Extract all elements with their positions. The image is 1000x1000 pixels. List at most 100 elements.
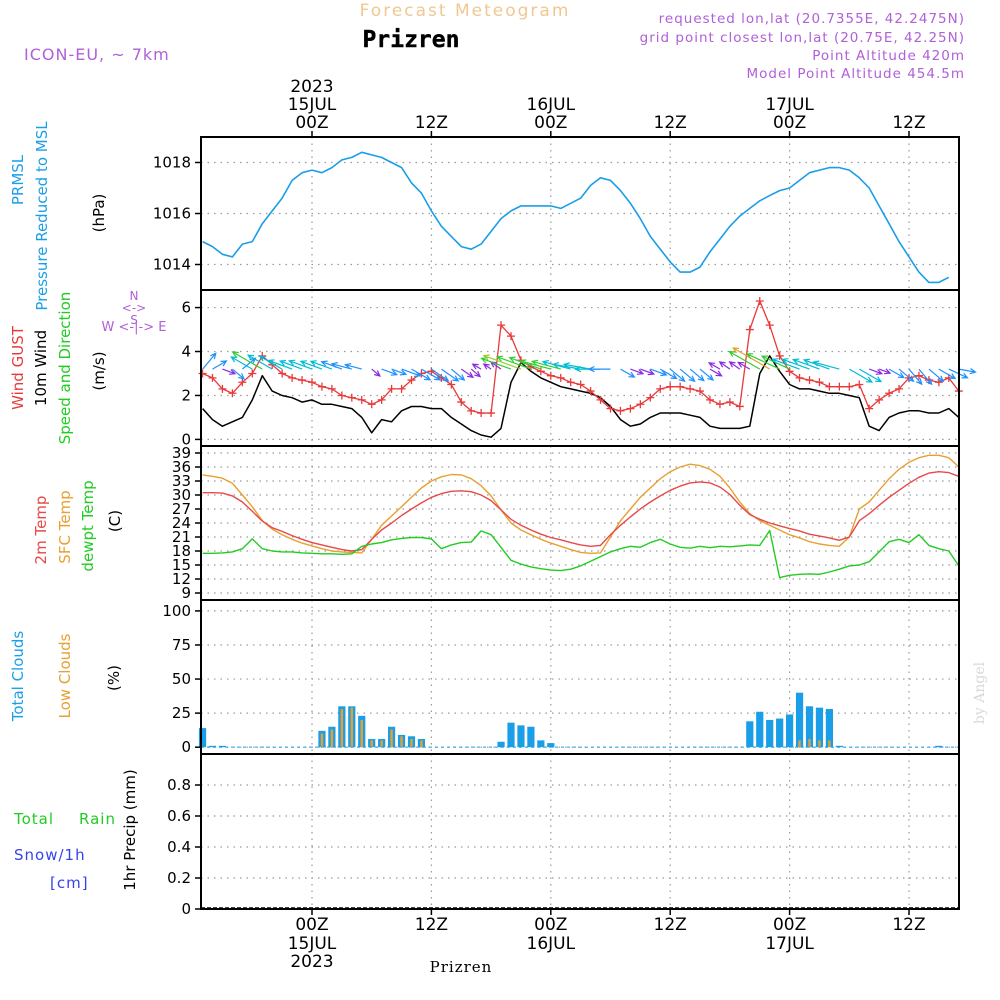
y-tick-label: 0 [181, 430, 191, 448]
total-cloud-bar [537, 740, 545, 748]
t2m-line [202, 471, 960, 552]
prmsl-label: PRMSL [9, 154, 27, 205]
y-tick-label: 1016 [153, 205, 191, 223]
rain-label: Rain [79, 810, 116, 828]
wind-arrow [659, 368, 678, 380]
low-cloud-bar [390, 729, 393, 748]
gust-marker [327, 384, 336, 393]
gust-marker [765, 321, 774, 330]
wind-arrow [482, 354, 522, 370]
wind-arrow [278, 359, 303, 370]
gust-marker [546, 371, 555, 380]
y-tick-label: 12 [172, 570, 191, 588]
top-time-label: 12Z [654, 113, 687, 133]
wind-arrow [859, 368, 883, 383]
gust-marker [895, 384, 904, 393]
wind-arrow [640, 368, 656, 376]
wind-arrow [299, 360, 323, 370]
wind-arrow [888, 368, 905, 379]
temp-unit: (C) [106, 510, 124, 532]
y-tick-label: 15 [172, 556, 191, 574]
gust-marker [308, 378, 316, 387]
grid-lines [201, 137, 959, 910]
gust-marker [855, 380, 864, 389]
wind-arrow [908, 368, 923, 386]
gust-marker [278, 369, 287, 378]
y-tick-label: 39 [172, 444, 191, 462]
wind-arrow [231, 351, 263, 370]
y-tick-label: 9 [181, 584, 191, 602]
compass-ns-part: <-> [122, 301, 146, 315]
gust-marker [477, 409, 486, 418]
gust-marker [666, 382, 675, 391]
gust-marker [815, 378, 824, 387]
gust-marker [397, 384, 406, 393]
bottom-date-label: 15JUL [288, 934, 337, 954]
y-tick-label: 30 [172, 486, 191, 504]
total-cloud-bar [935, 745, 943, 748]
chart-title: Forecast Meteogram [360, 1, 571, 21]
wind-10m-label: 10m Wind [32, 330, 50, 406]
wind-arrow [771, 358, 800, 370]
wind-arrow [938, 368, 957, 380]
gust-marker [596, 395, 605, 404]
y-tick-label: 1018 [153, 154, 191, 172]
top-time-label: 12Z [415, 113, 448, 133]
y-tick-label: 2 [181, 386, 191, 404]
y-tick-label: 25 [172, 704, 191, 722]
low-cloud-bar [340, 709, 344, 748]
gust-marker [467, 406, 476, 415]
low-clouds-label: Low Clouds [56, 633, 74, 718]
total-cloud-bar [218, 745, 227, 748]
gust-marker [228, 389, 237, 398]
model-altitude: Model Point Altitude 454.5m [747, 66, 965, 82]
top-date-label: 17JUL [765, 95, 814, 115]
low-cloud-bar [320, 733, 324, 748]
wind-arrow [728, 350, 761, 370]
gust-marker [347, 393, 356, 402]
gust-marker [865, 404, 874, 413]
wind-arrow [898, 368, 915, 383]
wind-arrow [330, 362, 352, 370]
y-tick-label: 24 [172, 514, 191, 532]
wind-arrow [958, 368, 977, 375]
gust-marker [805, 376, 814, 385]
gust-marker [507, 332, 515, 341]
wind-arrow [709, 368, 723, 377]
wind-arrow [679, 368, 696, 383]
compass-ns: N <-> S [122, 289, 146, 327]
gust-marker [686, 384, 695, 393]
y-tick-label: 0.4 [167, 838, 191, 856]
gust-marker [238, 378, 247, 387]
wind-arrow [202, 352, 217, 370]
gust-marker [457, 398, 466, 407]
total-cloud-bar [208, 745, 217, 748]
wind-arrow [918, 368, 933, 386]
bottom-time-label: 00Z [534, 915, 567, 935]
gust-marker [497, 321, 506, 330]
y-tick-label: 1014 [153, 256, 191, 274]
gust-marker [317, 382, 326, 391]
gust-marker [676, 382, 685, 391]
low-cloud-bar [360, 719, 363, 748]
low-cloud-bar [370, 740, 373, 748]
total-cloud-bar [507, 722, 515, 748]
gust-marker [835, 382, 844, 391]
gust-marker [288, 373, 297, 382]
gust-marker [706, 395, 714, 404]
y-tick-label: 75 [172, 636, 191, 654]
wind-arrow [699, 368, 715, 381]
gust-marker [586, 387, 595, 396]
panel-frame-4 [200, 599, 960, 755]
y-tick-label: 0 [181, 738, 191, 756]
wind-arrow [650, 368, 668, 377]
gust-marker [885, 389, 894, 398]
wind-arrow [745, 353, 780, 370]
y-tick-label: 0.8 [167, 776, 191, 794]
total-cloud-bar [815, 707, 824, 748]
bottom-date-label: 17JUL [765, 934, 814, 954]
wind-arrow [878, 368, 892, 375]
y-tick-label: 6 [181, 299, 191, 317]
gust-marker [755, 296, 764, 305]
